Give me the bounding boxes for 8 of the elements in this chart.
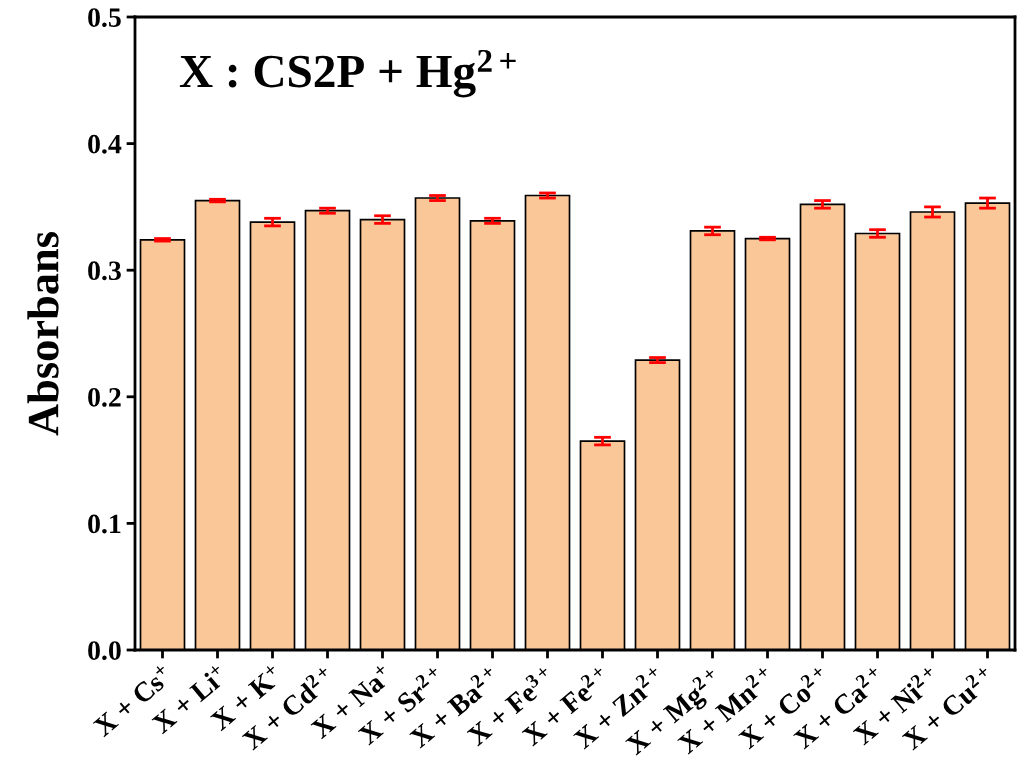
y-tick-label: 0.0 [88, 641, 121, 661]
y-tick-label: 0.4 [88, 134, 122, 154]
y-tick-label: 0.2 [88, 387, 121, 407]
annotation: X : CS2P + Hg$^{2+}$ [179, 49, 516, 98]
y-tick-label: 0.1 [88, 514, 121, 534]
y-axis-title: Absorbans [27, 232, 59, 436]
y-tick-label: 0.3 [88, 261, 121, 281]
y-tick-label: 0.5 [88, 8, 121, 28]
